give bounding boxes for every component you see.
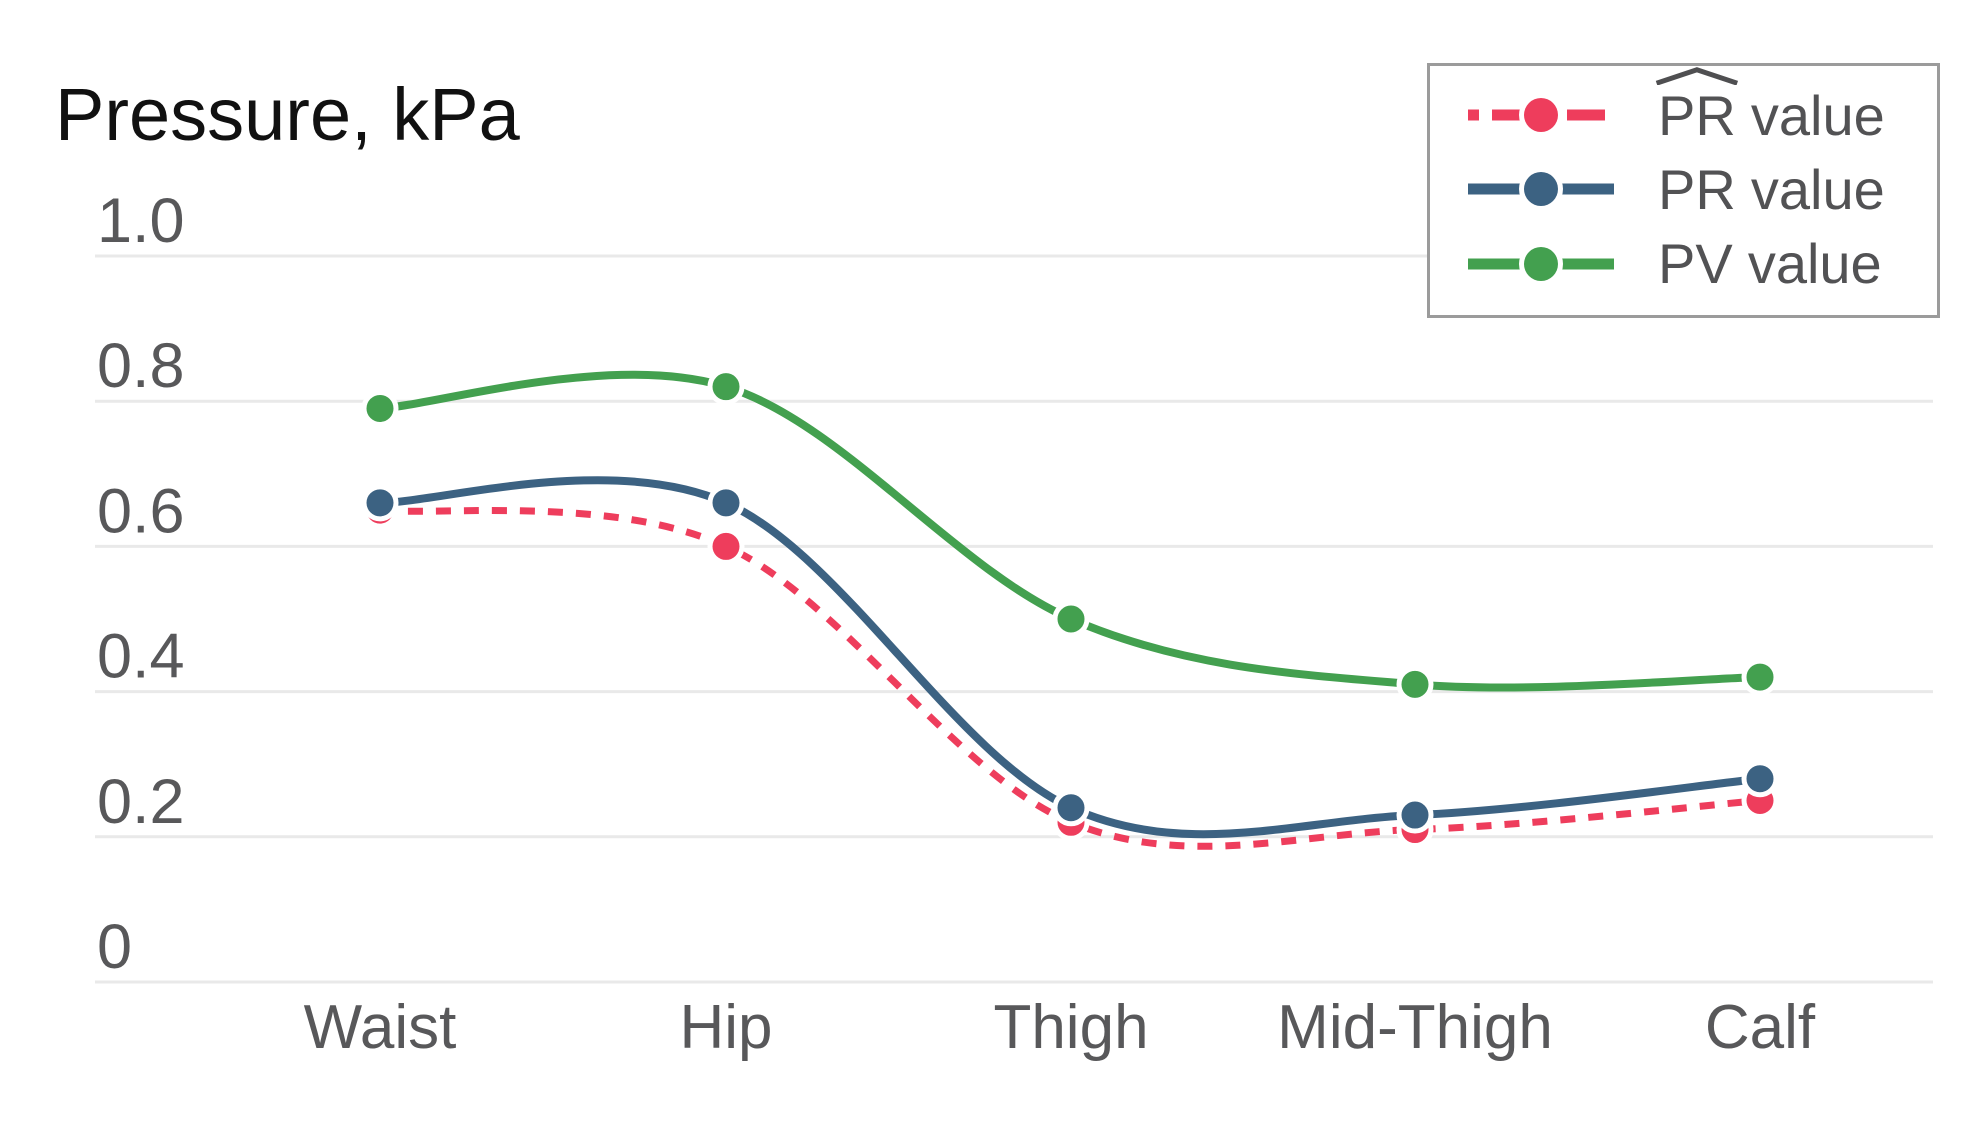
series-line — [379, 370, 1761, 692]
solid-line-dot-swatch-icon — [1468, 169, 1614, 209]
data-point-hip — [707, 527, 745, 565]
data-point-calf — [1741, 760, 1779, 798]
data-point-hip — [707, 368, 745, 406]
legend-dot-sample — [1524, 246, 1558, 281]
pr-hat-text: PR — [1658, 83, 1736, 148]
legend-item-pr: PR value — [1430, 153, 1937, 225]
data-point-hip — [707, 484, 745, 522]
y-axis-tick-label: 0.2 — [97, 767, 185, 837]
legend-dot-sample — [1524, 172, 1558, 207]
legend-item-pr-hat: PR value — [1430, 79, 1937, 151]
data-point-thigh — [1052, 600, 1090, 638]
data-point-calf — [1741, 658, 1779, 696]
legend-item-pv: PV value — [1430, 228, 1937, 300]
x-axis-category-label: Thigh — [993, 993, 1148, 1062]
legend-label: PV value — [1658, 232, 1882, 296]
y-axis-tick-label: 0 — [97, 912, 132, 982]
y-axis-tick-label: 1.0 — [97, 186, 185, 256]
data-point-waist — [361, 389, 399, 427]
data-point-mid-thigh — [1396, 665, 1434, 703]
legend-label: PR value — [1658, 157, 1885, 221]
solid-line-dot-swatch-icon — [1468, 244, 1614, 284]
y-axis-tick-label: 0.4 — [97, 622, 185, 692]
hat-accent-icon — [1654, 67, 1740, 85]
series-pv — [361, 368, 1779, 703]
data-point-waist — [361, 484, 399, 522]
data-point-thigh — [1052, 789, 1090, 827]
x-axis-category-label: Calf — [1705, 993, 1816, 1062]
y-axis-tick-label: 0.8 — [97, 331, 185, 401]
x-axis-category-label: Mid-Thigh — [1277, 993, 1553, 1062]
y-axis-tick-label: 0.6 — [97, 476, 185, 546]
chart-title: Pressure, kPa — [55, 73, 520, 156]
x-axis-category-label: Hip — [679, 993, 772, 1062]
dashed-line-dot-swatch-icon — [1468, 95, 1614, 135]
series-line — [379, 476, 1761, 839]
legend-label: PR value — [1658, 83, 1885, 148]
data-point-mid-thigh — [1396, 796, 1434, 834]
legend-dot-sample — [1524, 98, 1558, 133]
x-axis-category-label: Waist — [304, 993, 457, 1062]
series-pr — [361, 476, 1779, 839]
legend: PR value PR value PV value — [1427, 63, 1940, 318]
